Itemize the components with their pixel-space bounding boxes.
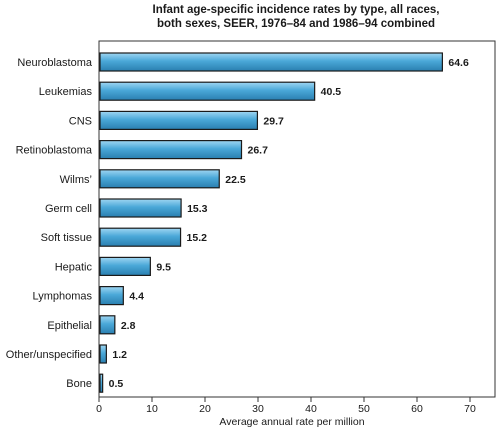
x-axis: 0 10 20 30 40 50 60 70: [96, 397, 476, 415]
category-label-soft-tissue: Soft tissue: [41, 232, 92, 244]
bar-other-unspecified: [99, 344, 107, 364]
bar-retinoblastoma: [99, 140, 243, 160]
bar-soft-tissue: [99, 227, 182, 247]
value-label-cns: 29.7: [263, 115, 284, 127]
value-label-epithelial: 2.8: [121, 320, 136, 332]
bar-leukemias: [99, 81, 316, 101]
x-tick-label-20: 20: [199, 403, 211, 415]
x-axis-title: Average annual rate per million: [219, 416, 364, 428]
value-label-retinoblastoma: 26.7: [248, 145, 269, 157]
bar-wilms: [99, 169, 220, 189]
category-label-leukemias: Leukemias: [39, 86, 93, 98]
bar-germ-cell: [99, 198, 182, 218]
value-label-hepatic: 9.5: [156, 261, 171, 273]
category-label-other-unspecified: Other/unspecified: [6, 349, 92, 361]
category-label-wilms: Wilms’: [60, 174, 92, 186]
value-label-germ-cell: 15.3: [187, 203, 208, 215]
value-label-bone: 0.5: [109, 378, 124, 390]
category-label-bone: Bone: [66, 378, 92, 390]
bar-epithelial: [99, 315, 116, 335]
category-label-lymphomas: Lymphomas: [32, 291, 92, 303]
x-tick-label-30: 30: [252, 403, 264, 415]
category-label-hepatic: Hepatic: [55, 261, 93, 273]
bar-neuroblastoma: [99, 52, 443, 72]
x-tick-label-40: 40: [305, 403, 317, 415]
bars-group: Neuroblastoma 64.6 Leukemias 40.5 CNS 29.7 Ret…: [6, 52, 469, 393]
x-tick-label-50: 50: [358, 403, 370, 415]
x-tick-label-60: 60: [411, 403, 423, 415]
bar-hepatic: [99, 256, 151, 276]
value-label-wilms: 22.5: [225, 174, 246, 186]
bar-cns: [99, 110, 259, 131]
value-label-soft-tissue: 15.2: [187, 232, 208, 244]
category-label-neuroblastoma: Neuroblastoma: [17, 57, 92, 69]
plot-frame: [98, 40, 496, 398]
chart-title-line-2: both sexes, SEER, 1976–84 and 1986–94 co…: [157, 18, 435, 30]
value-label-other-unspecified: 1.2: [112, 349, 127, 361]
category-label-germ-cell: Germ cell: [45, 203, 92, 215]
value-label-leukemias: 40.5: [321, 86, 342, 98]
x-tick-label-0: 0: [96, 403, 102, 415]
category-label-epithelial: Epithelial: [47, 320, 92, 332]
value-label-neuroblastoma: 64.6: [448, 57, 469, 69]
category-label-retinoblastoma: Retinoblastoma: [16, 145, 93, 157]
chart-title-line-1: Infant age-specific incidence rates by t…: [153, 4, 440, 16]
bar-bone: [99, 373, 104, 393]
x-tick-label-70: 70: [464, 403, 476, 415]
category-label-cns: CNS: [69, 115, 92, 127]
bar-lymphomas: [99, 286, 124, 306]
x-tick-label-10: 10: [146, 403, 158, 415]
value-label-lymphomas: 4.4: [129, 291, 144, 303]
